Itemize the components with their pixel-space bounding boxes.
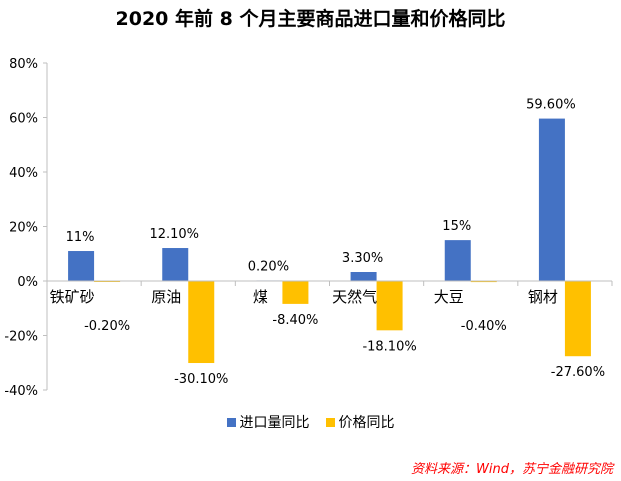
category-label: 煤 [253,288,268,306]
y-tick-label: -20% [4,330,38,345]
data-label-price: -18.10% [362,339,416,354]
bar-import-4 [444,240,471,281]
data-label-import: 3.30% [342,251,383,266]
data-label-price: -8.40% [272,313,318,328]
legend-item-price: 价格同比 [325,412,395,432]
data-label-price: -0.40% [461,319,507,334]
data-label-price: -30.10% [174,372,228,387]
y-tick-label: 0% [17,275,38,290]
legend-label-price: 价格同比 [338,415,395,431]
bar-price-3 [376,281,403,331]
y-tick-label: 60% [9,112,38,127]
category-label: 钢材 [528,288,558,306]
legend-swatch-import [226,417,236,427]
y-tick-label: -40% [4,384,38,399]
bar-import-3 [350,272,377,281]
data-label-import: 0.20% [248,259,289,274]
y-tick-label: 80% [9,57,38,72]
data-label-import: 15% [442,219,471,234]
source-note: 资料来源：Wind，苏宁金融研究院 [411,462,613,477]
legend-label-import: 进口量同比 [239,415,310,431]
bar-price-5 [564,281,591,357]
bar-import-5 [538,118,565,281]
y-tick-label: 40% [9,166,38,181]
y-tick-label: 20% [9,221,38,236]
bar-price-1 [188,281,215,364]
category-label: 大豆 [434,288,464,306]
bar-price-2 [282,281,309,304]
bar-import-0 [68,251,95,281]
legend-item-import: 进口量同比 [226,412,310,432]
bar-price-4 [470,281,497,283]
category-label: 原油 [151,288,181,306]
bar-import-1 [162,248,189,281]
data-label-import: 59.60% [526,98,576,113]
legend-swatch-price [325,417,335,427]
category-label: 天然气 [332,288,377,306]
data-label-price: -27.60% [551,365,605,380]
data-label-import: 12.10% [149,227,199,242]
data-label-import: 11% [66,230,95,245]
chart-title: 2020 年前 8 个月主要商品进口量和价格同比 [115,8,506,30]
data-label-price: -0.20% [84,319,130,334]
category-label: 铁矿砂 [50,288,95,306]
legend: 进口量同比 价格同比 [0,412,621,432]
